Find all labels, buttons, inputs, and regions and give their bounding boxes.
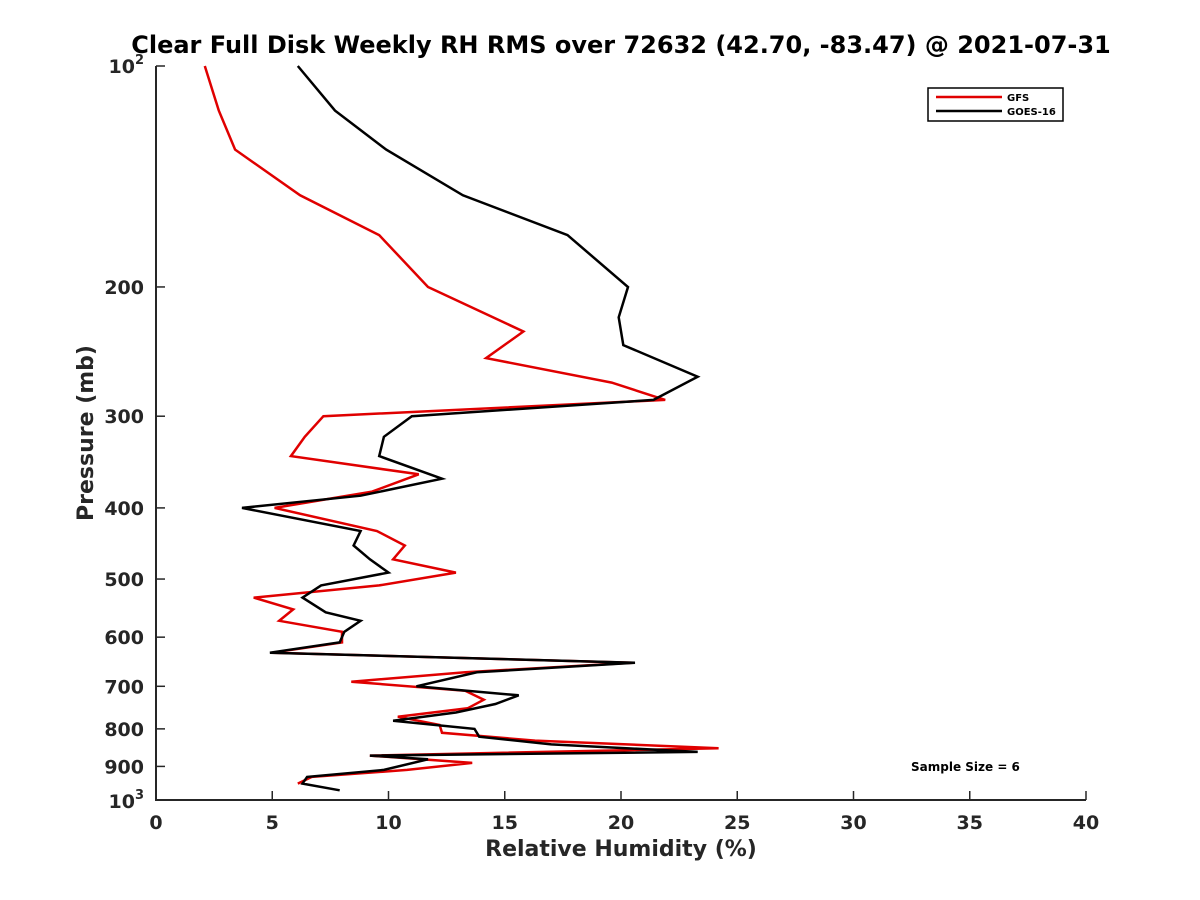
legend-label-gfs: GFS: [1007, 93, 1029, 104]
x-tick-label: 20: [608, 812, 634, 834]
y-tick-label: 500: [104, 569, 144, 591]
x-tick-label: 25: [724, 812, 750, 834]
sample-size-annotation: Sample Size = 6: [911, 760, 1020, 774]
x-axis-ticks: 0 5 10 15 20 25 30 35 40: [149, 791, 1099, 834]
y-tick-bottom-exponent: 3: [135, 788, 144, 803]
legend: GFS GOES-16: [927, 87, 1064, 122]
x-tick-label: 35: [957, 812, 983, 834]
y-tick-top-base: 10: [109, 56, 135, 78]
y-tick-label: 800: [104, 719, 144, 741]
x-axis-label: Relative Humidity (%): [485, 837, 757, 862]
y-axis-label: Pressure (mb): [74, 345, 99, 521]
y-tick-label: 200: [104, 277, 144, 299]
y-tick-label: 300: [104, 406, 144, 428]
x-tick-label: 15: [492, 812, 518, 834]
chart-title: Clear Full Disk Weekly RH RMS over 72632…: [131, 31, 1111, 59]
y-tick-label-top: 102: [109, 53, 145, 78]
y-tick-top-exponent: 2: [135, 53, 144, 68]
y-axis-ticks: 200 300 400 500 600 700 800 900: [104, 65, 165, 801]
y-tick-label: 700: [104, 676, 144, 698]
y-tick-label: 900: [104, 756, 144, 778]
legend-box: [927, 87, 1064, 122]
y-tick-label: 400: [104, 498, 144, 520]
x-tick-label: 10: [375, 812, 401, 834]
y-tick-label: 600: [104, 627, 144, 649]
series-line-goes16: [241, 65, 701, 792]
x-tick-label: 0: [149, 812, 162, 834]
series-lines: [203, 65, 719, 792]
legend-label-goes16: GOES-16: [1007, 107, 1056, 118]
series-line-gfs: [203, 65, 719, 785]
y-tick-bottom-base: 10: [109, 791, 135, 813]
x-tick-label: 5: [266, 812, 279, 834]
x-tick-label: 30: [840, 812, 866, 834]
x-tick-label: 40: [1073, 812, 1099, 834]
y-tick-label-bottom: 103: [109, 788, 145, 813]
